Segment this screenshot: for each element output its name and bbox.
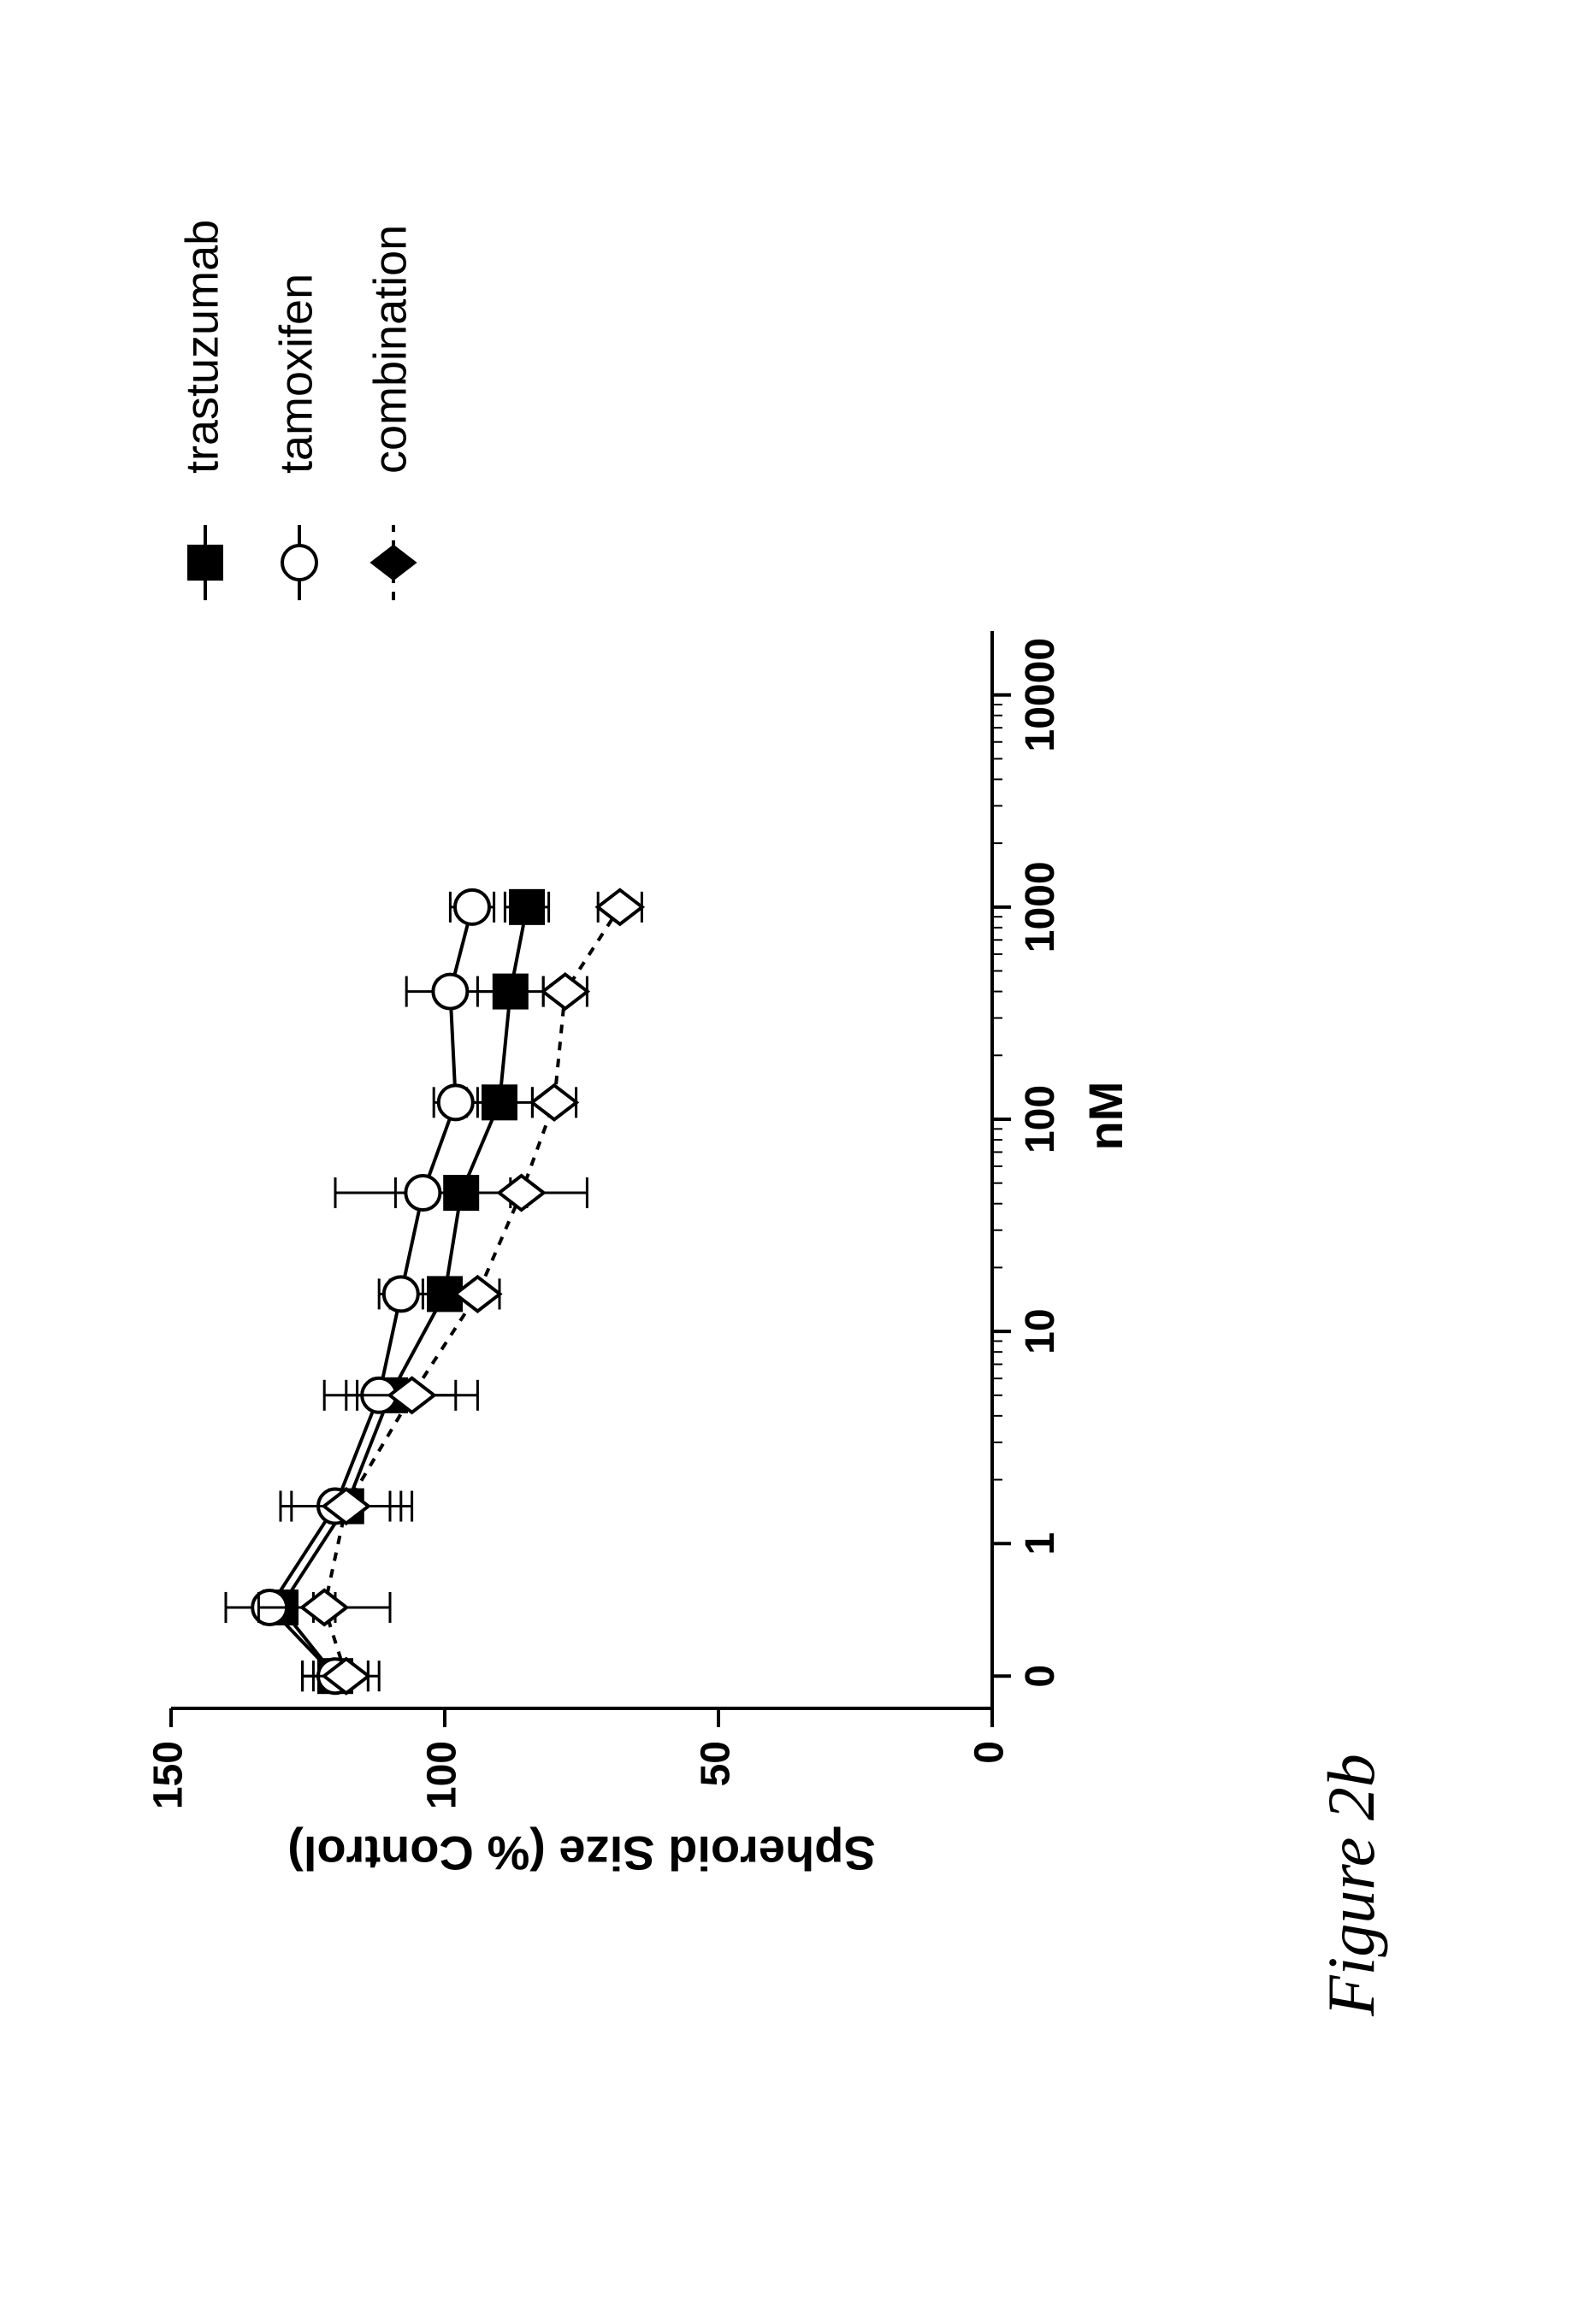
x-tick-label: 100 xyxy=(1018,1085,1063,1153)
x-tick-label: 0 xyxy=(1018,1665,1063,1688)
legend-label: combination xyxy=(364,225,416,474)
y-tick-label: 50 xyxy=(694,1741,739,1786)
x-tick-label: 1000 xyxy=(1018,861,1063,953)
y-tick-label: 0 xyxy=(967,1741,1013,1764)
legend-label: trastuzumab xyxy=(176,220,228,474)
y-axis-label: Spheroid Size (% Control) xyxy=(287,1826,876,1880)
x-axis-label: nM xyxy=(1079,1082,1132,1151)
x-tick-label: 10000 xyxy=(1018,638,1063,752)
x-tick-label: 1 xyxy=(1018,1532,1063,1555)
page: 0 50 100 150 Spheroid Size (% Control) 0 1 10 10… xyxy=(0,0,1596,2324)
y-tick-label: 100 xyxy=(420,1741,465,1809)
spheroid-size-chart: 0 50 100 150 Spheroid Size (% Control) 0 1 10 10… xyxy=(0,0,1596,2324)
x-tick-label: 10 xyxy=(1018,1308,1063,1354)
chart-rotation-wrapper: 0 50 100 150 Spheroid Size (% Control) 0 1 10 10… xyxy=(0,0,1596,2324)
figure-caption: Figure 2b xyxy=(1314,1754,1388,2017)
legend-label: tamoxifen xyxy=(270,274,322,474)
y-tick-label: 150 xyxy=(146,1741,192,1809)
